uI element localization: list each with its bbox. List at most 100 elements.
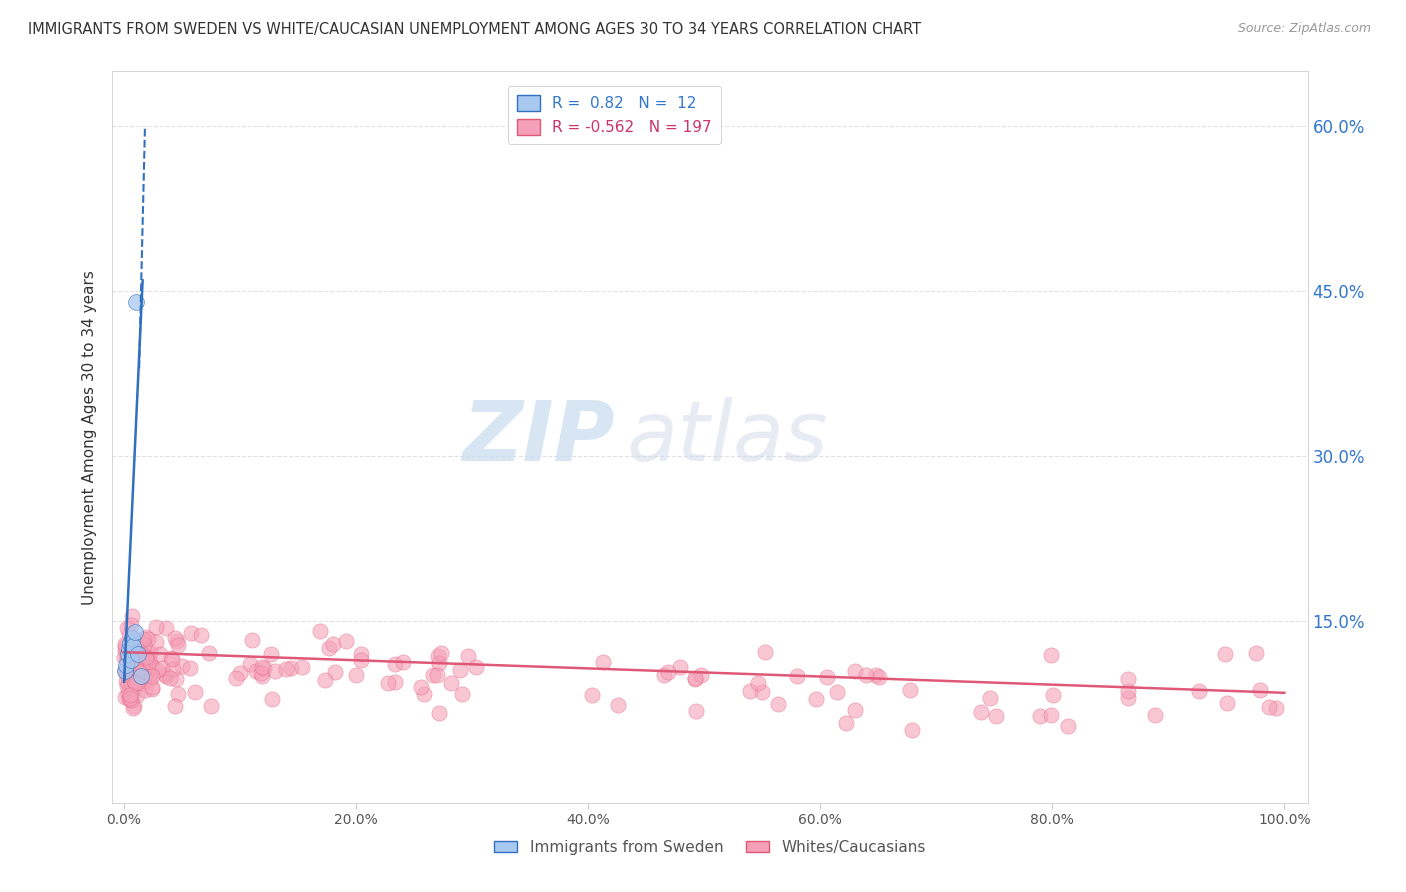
Point bbox=[179, 660, 201, 674]
Point bbox=[250, 668, 273, 682]
Point bbox=[124, 637, 146, 651]
Point bbox=[1213, 647, 1236, 661]
Point bbox=[391, 655, 413, 669]
Point bbox=[318, 640, 340, 655]
Point bbox=[121, 631, 143, 645]
Point bbox=[198, 646, 221, 660]
Point bbox=[984, 709, 1007, 723]
Point bbox=[163, 698, 186, 713]
Point bbox=[1116, 690, 1139, 705]
Point bbox=[135, 650, 157, 665]
Point bbox=[114, 643, 136, 657]
Point bbox=[260, 647, 283, 661]
Point bbox=[344, 667, 367, 681]
Point bbox=[112, 650, 135, 665]
Point bbox=[117, 670, 139, 684]
Point bbox=[250, 659, 273, 673]
Point bbox=[114, 690, 136, 704]
Point bbox=[132, 648, 155, 662]
Point bbox=[350, 653, 373, 667]
Point bbox=[115, 648, 138, 662]
Point bbox=[135, 630, 157, 644]
Point bbox=[132, 638, 155, 652]
Point bbox=[118, 688, 141, 702]
Point bbox=[136, 632, 159, 647]
Point bbox=[855, 668, 877, 682]
Point bbox=[136, 654, 159, 668]
Point bbox=[689, 668, 711, 682]
Text: ZIP: ZIP bbox=[461, 397, 614, 477]
Point bbox=[132, 635, 155, 649]
Point bbox=[115, 658, 138, 673]
Point bbox=[121, 673, 143, 687]
Point bbox=[120, 649, 142, 664]
Point bbox=[184, 685, 207, 699]
Text: Source: ZipAtlas.com: Source: ZipAtlas.com bbox=[1237, 22, 1371, 36]
Point bbox=[751, 685, 773, 699]
Point bbox=[124, 641, 146, 656]
Text: IMMIGRANTS FROM SWEDEN VS WHITE/CAUCASIAN UNEMPLOYMENT AMONG AGES 30 TO 34 YEARS: IMMIGRANTS FROM SWEDEN VS WHITE/CAUCASIA… bbox=[28, 22, 921, 37]
Point bbox=[335, 634, 357, 648]
Point bbox=[413, 687, 436, 701]
Point bbox=[384, 674, 406, 689]
Point bbox=[451, 687, 474, 701]
Point bbox=[377, 676, 399, 690]
Point bbox=[979, 691, 1001, 706]
Point bbox=[844, 664, 866, 678]
Point bbox=[120, 692, 142, 706]
Point bbox=[132, 673, 155, 688]
Point bbox=[1118, 684, 1140, 698]
Point bbox=[128, 644, 150, 658]
Point bbox=[274, 662, 297, 676]
Point bbox=[150, 661, 173, 675]
Point bbox=[464, 660, 486, 674]
Point bbox=[162, 662, 184, 676]
Point bbox=[127, 648, 149, 662]
Point bbox=[245, 664, 267, 678]
Point bbox=[1029, 708, 1052, 723]
Point bbox=[592, 656, 614, 670]
Point bbox=[200, 698, 222, 713]
Point bbox=[127, 655, 149, 669]
Point bbox=[146, 663, 169, 677]
Point bbox=[114, 673, 136, 688]
Point bbox=[439, 675, 461, 690]
Point bbox=[141, 660, 163, 674]
Point bbox=[117, 627, 139, 641]
Point bbox=[118, 658, 141, 673]
Point bbox=[166, 633, 188, 648]
Point bbox=[754, 645, 776, 659]
Point bbox=[165, 631, 187, 645]
Point bbox=[240, 633, 263, 648]
Point bbox=[120, 677, 142, 691]
Point bbox=[124, 676, 146, 690]
Point bbox=[114, 637, 136, 651]
Point bbox=[131, 657, 153, 671]
Point bbox=[118, 636, 141, 650]
Point bbox=[827, 685, 849, 699]
Point bbox=[262, 692, 284, 706]
Point bbox=[114, 665, 136, 679]
Point bbox=[766, 698, 789, 712]
Point bbox=[422, 668, 444, 682]
Point bbox=[117, 685, 139, 699]
Point bbox=[121, 650, 143, 665]
Point bbox=[115, 679, 138, 693]
Point bbox=[122, 634, 145, 648]
Point bbox=[125, 665, 148, 679]
Point bbox=[121, 657, 143, 672]
Point bbox=[125, 647, 148, 661]
Point bbox=[122, 682, 145, 697]
Point bbox=[1057, 719, 1080, 733]
Point bbox=[162, 652, 184, 666]
Point bbox=[128, 665, 150, 679]
Point bbox=[1143, 707, 1166, 722]
Point bbox=[125, 295, 148, 310]
Point bbox=[322, 637, 344, 651]
Point bbox=[155, 667, 177, 681]
Point bbox=[118, 692, 141, 706]
Point bbox=[124, 643, 146, 657]
Point bbox=[121, 641, 143, 656]
Point bbox=[125, 670, 148, 684]
Point bbox=[323, 665, 346, 680]
